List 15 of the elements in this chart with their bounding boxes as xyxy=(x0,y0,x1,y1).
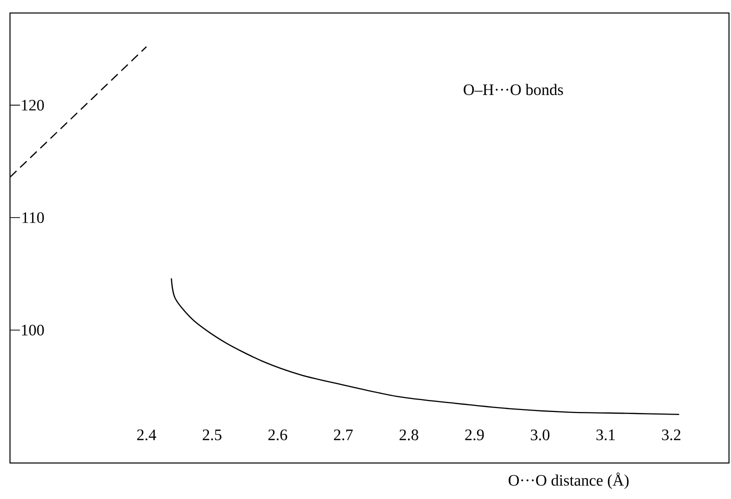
x-tick-label: 2.9 xyxy=(465,430,484,440)
x-tick-label: 2.5 xyxy=(202,430,222,440)
x-tick-label: 2.4 xyxy=(137,430,156,440)
annotation: O–H···O bonds xyxy=(464,84,563,96)
x-tick-label: 3.2 xyxy=(662,430,680,440)
x-tick-label: 2.7 xyxy=(334,430,353,440)
y-tick-label: 100 xyxy=(22,324,44,336)
x-tick-label: 3.0 xyxy=(530,430,550,440)
y-tick-label: 120 xyxy=(22,100,44,111)
x-tick-label: 2.6 xyxy=(268,430,288,440)
y-tick-label: 110 xyxy=(22,212,44,224)
x-tick-label: 3.1 xyxy=(596,430,615,440)
x-tick-label: 2.8 xyxy=(400,430,418,440)
line-series xyxy=(170,278,680,416)
x-axis-title: O···O distance (Å) xyxy=(508,472,629,489)
